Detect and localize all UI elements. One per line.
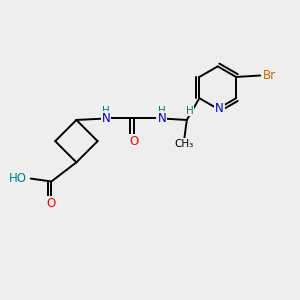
Text: N: N [215,102,224,115]
Text: CH₃: CH₃ [174,139,194,148]
Text: H: H [158,106,166,116]
Text: N: N [158,112,166,125]
Text: O: O [129,135,138,148]
Text: HO: HO [9,172,27,185]
Text: O: O [47,197,56,210]
Text: Br: Br [263,69,276,82]
Text: H: H [102,106,110,116]
Text: H: H [186,106,194,116]
Text: N: N [101,112,110,125]
